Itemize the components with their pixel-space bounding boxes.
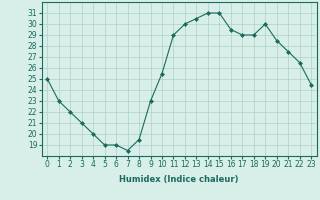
X-axis label: Humidex (Indice chaleur): Humidex (Indice chaleur)	[119, 175, 239, 184]
